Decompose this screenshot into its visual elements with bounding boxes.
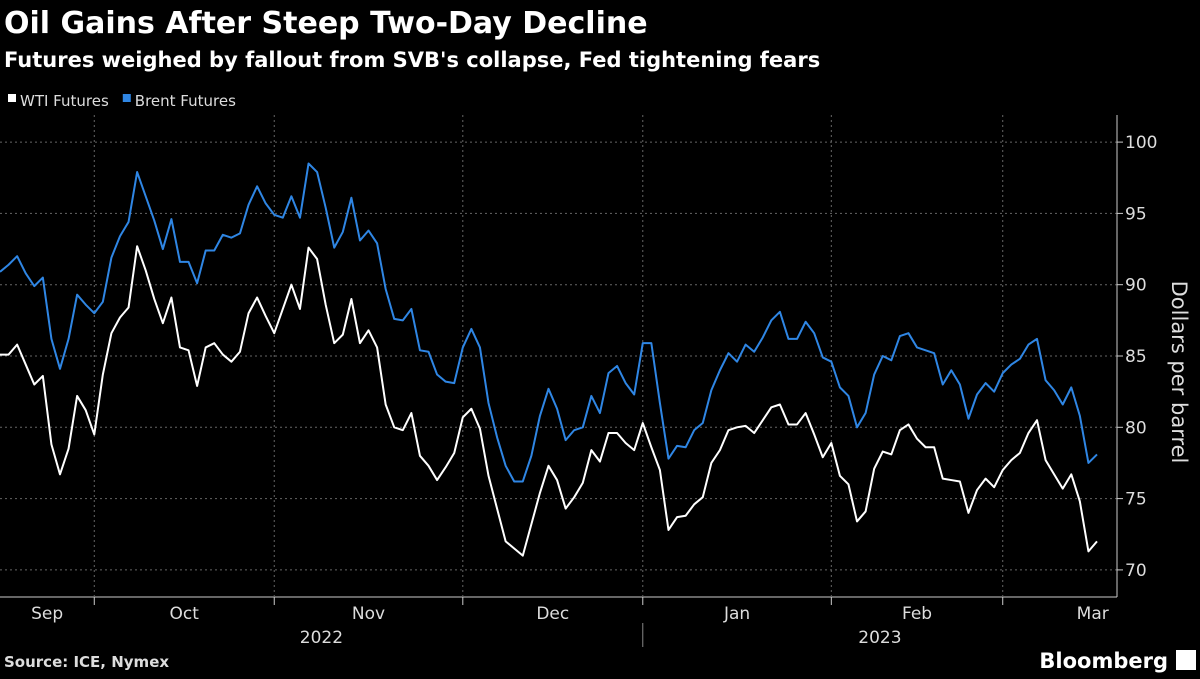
- year-label: 2022: [300, 628, 343, 648]
- y-tick-label: 70: [1125, 561, 1147, 581]
- x-tick-label: Nov: [352, 604, 385, 624]
- chart-subtitle: Futures weighed by fallout from SVB's co…: [4, 48, 820, 72]
- x-tick-label: Dec: [536, 604, 569, 624]
- year-label: 2023: [858, 628, 901, 648]
- y-tick-label: 85: [1125, 347, 1147, 367]
- legend-swatch: [122, 94, 131, 102]
- x-tick-label: Sep: [31, 604, 63, 624]
- source-note: Source: ICE, Nymex: [4, 653, 169, 671]
- y-tick-label: 90: [1125, 276, 1147, 296]
- legend-label: Brent Futures: [135, 92, 236, 110]
- legend-label: WTI Futures: [20, 92, 109, 110]
- brand: Bloomberg: [1039, 649, 1168, 673]
- x-tick-label: Jan: [723, 604, 750, 624]
- x-tick-label: Mar: [1077, 604, 1109, 624]
- y-tick-label: 95: [1125, 204, 1147, 224]
- series-line: [0, 162, 1098, 483]
- y-tick-label: 75: [1125, 490, 1147, 510]
- series-line: [0, 245, 1098, 557]
- x-tick-label: Oct: [170, 604, 200, 624]
- y-tick-label: 80: [1125, 418, 1147, 438]
- y-axis-title: Dollars per barrel: [1167, 281, 1191, 464]
- x-tick-label: Feb: [902, 604, 932, 624]
- chart-title: Oil Gains After Steep Two-Day Decline: [4, 6, 648, 41]
- legend-swatch: [8, 94, 16, 102]
- brand-icon: [1176, 650, 1196, 670]
- y-tick-label: 100: [1125, 133, 1157, 153]
